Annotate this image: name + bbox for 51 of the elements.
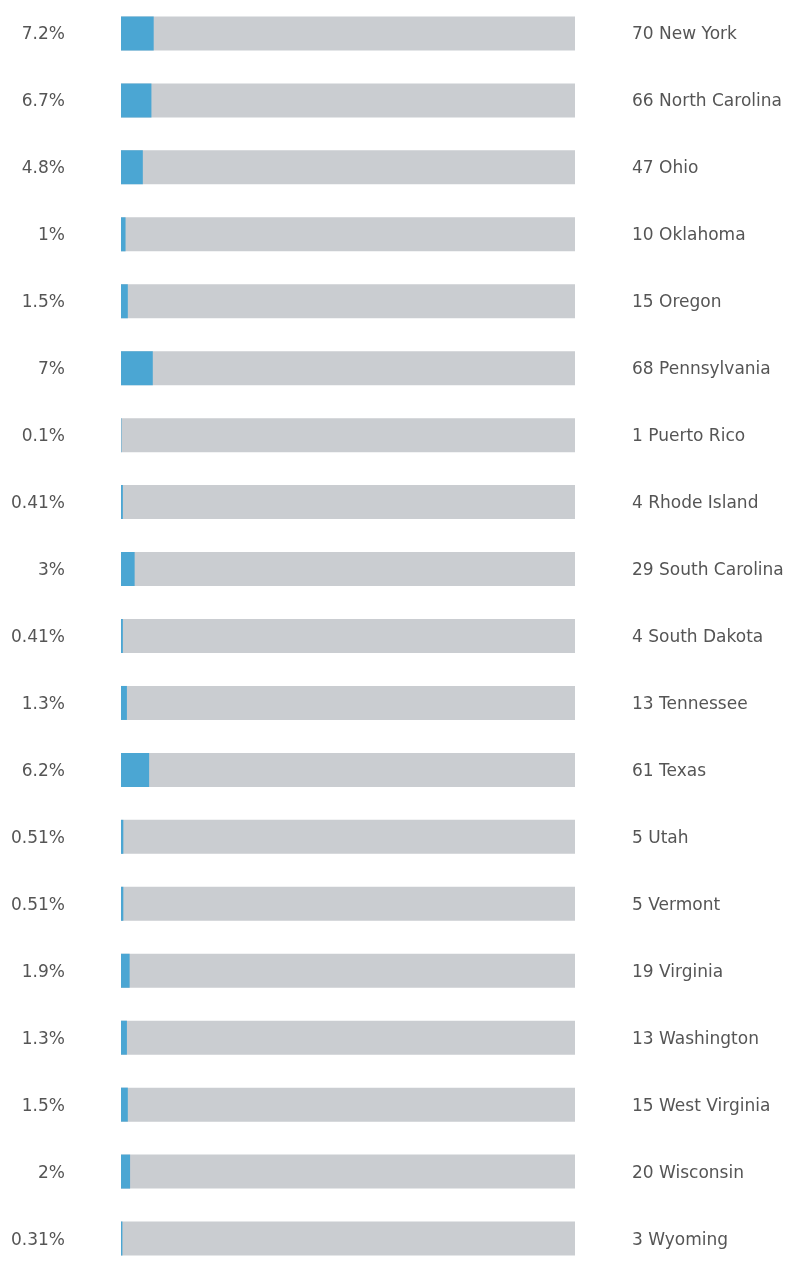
- data-label: 1.3%: [21, 1027, 65, 1048]
- y-tick-label: 5 Utah: [632, 826, 689, 847]
- bar: [121, 1020, 127, 1055]
- bar: [121, 752, 150, 787]
- data-label: 1.5%: [21, 1094, 65, 1115]
- bar: [121, 150, 143, 185]
- bar: [121, 284, 128, 319]
- data-label: 0.31%: [10, 1228, 65, 1249]
- y-tick-label: 70 New York: [632, 23, 738, 44]
- bar: [121, 953, 130, 988]
- data-label: 3%: [38, 559, 65, 580]
- bar: [121, 351, 153, 386]
- y-tick-label: 4 South Dakota: [632, 626, 764, 646]
- bar: [121, 1087, 128, 1122]
- y-tick-label: 66 North Carolina: [632, 90, 782, 111]
- y-tick-label: 3 Wyoming: [632, 1228, 729, 1249]
- y-tick-label: 19 Virginia: [632, 960, 724, 981]
- y-tick-label: 13 Tennessee: [632, 692, 748, 713]
- y-tick-label: 4 Rhode Island: [632, 492, 759, 513]
- data-label: 0.41%: [10, 626, 65, 646]
- bar: [121, 16, 154, 51]
- data-label: 0.51%: [10, 826, 65, 847]
- bar: [121, 1154, 131, 1189]
- data-label: 1.5%: [21, 291, 65, 312]
- bar: [121, 217, 126, 252]
- data-label: 1.3%: [21, 692, 65, 713]
- data-label: 0.1%: [21, 425, 65, 446]
- y-tick-label: 13 Washington: [632, 1027, 759, 1048]
- data-label: 4.8%: [21, 157, 65, 178]
- y-tick-label: 29 South Carolina: [632, 559, 784, 580]
- data-label: 6.2%: [21, 759, 65, 780]
- y-tick-label: 68 Pennsylvania: [632, 358, 771, 379]
- y-tick-label: 1 Puerto Rico: [632, 425, 746, 446]
- bar: [121, 685, 127, 720]
- data-label: 1.9%: [21, 960, 65, 981]
- data-label: 1%: [38, 224, 65, 245]
- bar: [121, 83, 152, 118]
- y-tick-label: 61 Texas: [632, 759, 707, 780]
- data-label: 7.2%: [21, 23, 65, 44]
- data-label: 6.7%: [21, 90, 65, 111]
- data-label: 0.51%: [10, 893, 65, 914]
- y-tick-label: 5 Vermont: [632, 893, 721, 914]
- y-tick-label: 15 Oregon: [632, 291, 722, 312]
- y-tick-label: 15 West Virginia: [632, 1094, 771, 1115]
- data-label: 0.41%: [10, 492, 65, 513]
- data-label: 2%: [38, 1161, 65, 1182]
- y-tick-label: 47 Ohio: [632, 157, 699, 178]
- data-label: 7%: [38, 358, 65, 379]
- y-tick-label: 10 Oklahoma: [632, 224, 746, 245]
- bar: [121, 552, 135, 587]
- y-tick-label: 20 Wisconsin: [632, 1161, 744, 1182]
